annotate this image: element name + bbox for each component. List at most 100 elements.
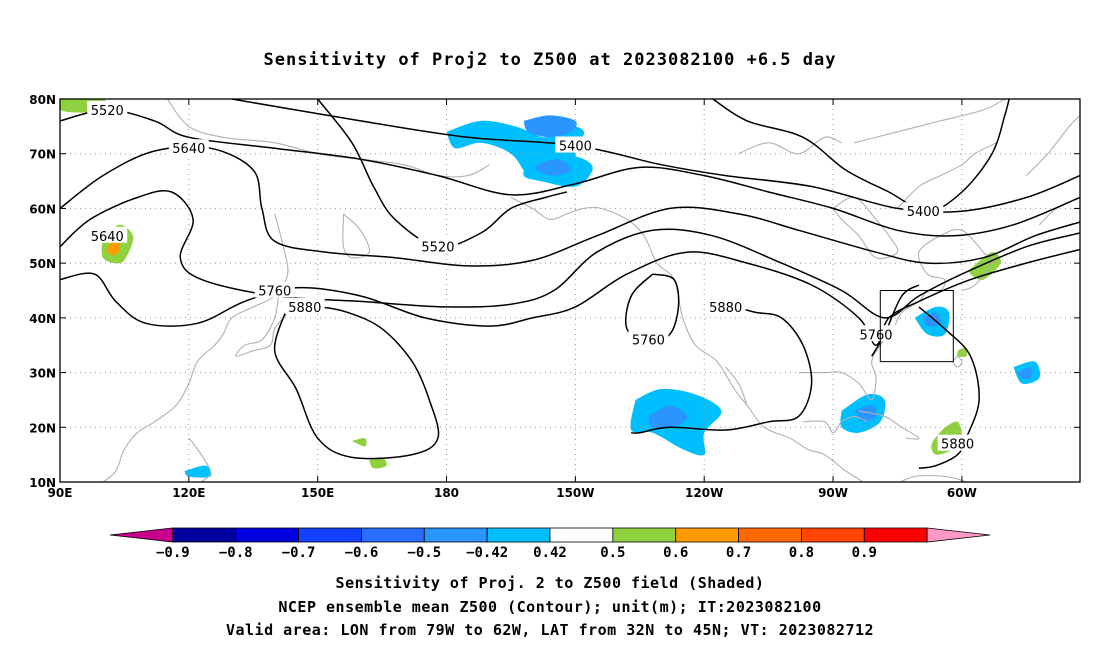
lon-tick-label: 90W [818, 486, 848, 500]
sensitivity-region [106, 241, 121, 256]
lat-tick-label: 10N [29, 476, 56, 490]
contour-label-bg [417, 237, 458, 254]
contour-label-bg [168, 139, 209, 156]
lon-tick-label: 90E [48, 486, 73, 500]
lon-tick-label: 180 [434, 486, 459, 500]
lat-tick-label: 70N [29, 148, 56, 162]
colorbar-label: 0.9 [852, 545, 877, 561]
caption-shading: Sensitivity of Proj. 2 to Z500 field (Sh… [335, 574, 765, 592]
lat-tick-label: 50N [29, 257, 56, 271]
contour-label-bg [937, 434, 978, 451]
contour-label: 5880 [288, 301, 321, 316]
colorbar-triangle-right [926, 527, 991, 543]
contour-5640: 5640 [60, 189, 1080, 319]
contour-5880: 5880 [273, 297, 440, 460]
contour-label-bg [903, 202, 944, 219]
colorbar-label: 0.6 [663, 545, 688, 561]
contour-5520: 5520 [317, 99, 567, 256]
contour-label-bg [254, 281, 295, 298]
contour-label: 5400 [559, 140, 592, 155]
contour-label-bg [87, 100, 128, 117]
lon-tick-label: 120E [172, 486, 205, 500]
lat-tick-label: 20N [29, 421, 56, 435]
colorbar-swatch [361, 527, 425, 543]
coastline [854, 99, 1006, 144]
colorbar-swatch [863, 527, 928, 543]
contour-5400: 5400 [231, 99, 1080, 213]
contour-line [60, 109, 1080, 237]
caption-contour: NCEP ensemble mean Z500 (Contour); unit(… [278, 598, 822, 616]
coastline [738, 136, 842, 155]
coastline [725, 366, 748, 406]
colorbar-swatch [486, 527, 551, 543]
sensitivity-region [184, 465, 212, 478]
contour-label: 5880 [941, 438, 974, 453]
lon-tick-label: 120W [685, 486, 723, 500]
colorbar-label: −0.5 [407, 545, 441, 561]
map-title: Sensitivity of Proj2 to Z500 at 20230821… [263, 50, 837, 70]
contour-label: 5880 [709, 301, 742, 316]
contour-label: 5520 [91, 104, 124, 119]
contour-line [918, 306, 980, 470]
contour-line [231, 99, 1080, 213]
colorbar-swatch [172, 527, 237, 543]
sensitivity-shading [60, 99, 1041, 478]
coastline [342, 213, 370, 259]
longitude-axis: 90E 120E 150E 180 150W 120W 90W 60W [48, 99, 977, 500]
contour-5880: 5880 [631, 297, 813, 434]
contour-5760: 5760 [624, 273, 680, 349]
colorbar: −0.9 −0.8 −0.7 −0.6 −0.5 −0.42 0.42 0.5 0.6 0.7 0.… [109, 527, 991, 561]
coastline [858, 410, 920, 440]
lat-tick-label: 30N [29, 367, 56, 381]
coastline [1025, 115, 1080, 176]
colorbar-swatch [612, 527, 677, 543]
colorbar-swatch [298, 527, 362, 543]
contour-label: 5760 [632, 334, 665, 349]
contour-label-bg [87, 226, 128, 243]
sensitivity-region [956, 347, 968, 358]
coastline [952, 355, 963, 368]
contour-label-bg [705, 297, 746, 314]
contour-line [871, 284, 920, 357]
colorbar-triangle-left [109, 527, 174, 543]
coastline [832, 196, 899, 260]
colorbar-label: 0.42 [533, 545, 567, 561]
sensitivity-region [352, 438, 367, 447]
colorbar-label: 0.7 [726, 545, 751, 561]
contour-label: 5640 [172, 142, 205, 157]
lat-tick-label: 40N [29, 312, 56, 326]
colorbar-label: 0.8 [789, 545, 814, 561]
colorbar-swatch [738, 527, 802, 543]
contour-label-bg [628, 330, 669, 347]
contour-label: 5760 [859, 328, 892, 343]
coastline [897, 142, 997, 209]
colorbar-label: −0.8 [219, 545, 253, 561]
coastline [798, 228, 993, 401]
contour-label: 5520 [421, 241, 454, 256]
contour-5640: 5640 [60, 139, 1080, 267]
contour-label: 5640 [91, 230, 124, 245]
coastline [166, 99, 490, 178]
colorbar-swatch [801, 527, 865, 543]
colorbar-swatch [235, 527, 299, 543]
sensitivity-region [535, 159, 572, 176]
coastline [510, 197, 864, 482]
lat-tick-label: 80N [29, 93, 56, 107]
sensitivity-region [523, 115, 577, 138]
valid-area-box [879, 290, 954, 363]
caption-valid-area: Valid area: LON from 79W to 62W, LAT fro… [225, 621, 875, 639]
sensitivity-region [969, 252, 1001, 280]
coastline [863, 474, 968, 482]
contour-label: 5760 [258, 285, 291, 300]
contour-label-bg [284, 297, 325, 314]
colorbar-label: −0.7 [282, 545, 316, 561]
colorbar-swatch [549, 527, 614, 543]
contour-label-bg [555, 136, 596, 153]
sensitivity-region [648, 405, 688, 429]
contour-5520: 5520 [60, 100, 1080, 237]
contour-label-bg [856, 325, 896, 342]
contour-5400: 5400 [712, 99, 1010, 220]
